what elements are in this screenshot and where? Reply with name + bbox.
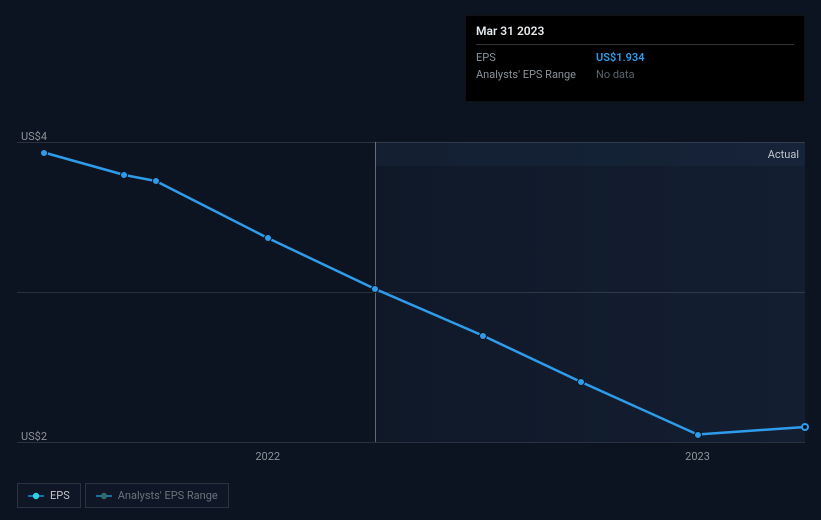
tooltip-key: Analysts' EPS Range — [476, 68, 596, 81]
plot-area: Actual — [17, 142, 805, 442]
tooltip-row: Analysts' EPS RangeNo data — [476, 66, 794, 83]
tooltip-rows: EPSUS$1.934Analysts' EPS RangeNo data — [476, 49, 794, 83]
chart-legend: EPS Analysts' EPS Range — [17, 483, 229, 508]
legend-item[interactable]: Analysts' EPS Range — [85, 483, 229, 508]
tooltip-value: US$1.934 — [596, 51, 794, 64]
legend-label: Analysts' EPS Range — [118, 489, 218, 502]
data-point-marker[interactable] — [152, 177, 160, 185]
x-axis-label: 2022 — [255, 450, 280, 463]
x-axis-label: 2023 — [685, 450, 710, 463]
data-point-marker[interactable] — [694, 431, 702, 439]
tooltip-date: Mar 31 2023 — [476, 24, 794, 45]
data-point-marker[interactable] — [479, 332, 487, 340]
tooltip-row: EPSUS$1.934 — [476, 49, 794, 66]
legend-swatch-icon — [96, 491, 112, 501]
legend-label: EPS — [50, 489, 70, 502]
eps-chart: Actual Mar 31 2023 EPSUS$1.934Analysts' … — [0, 0, 821, 520]
gridline-y — [17, 442, 805, 443]
y-axis-label: US$2 — [21, 430, 47, 443]
data-point-marker[interactable] — [40, 149, 48, 157]
tooltip-value: No data — [596, 68, 794, 81]
eps-line — [44, 153, 805, 435]
chart-tooltip: Mar 31 2023 EPSUS$1.934Analysts' EPS Ran… — [465, 15, 805, 102]
y-axis-label: US$4 — [21, 130, 47, 143]
tooltip-key: EPS — [476, 51, 596, 64]
legend-item[interactable]: EPS — [17, 483, 81, 508]
series-svg — [17, 142, 805, 442]
data-point-marker[interactable] — [264, 234, 272, 242]
legend-swatch-icon — [28, 491, 44, 501]
data-point-marker[interactable] — [801, 423, 809, 431]
